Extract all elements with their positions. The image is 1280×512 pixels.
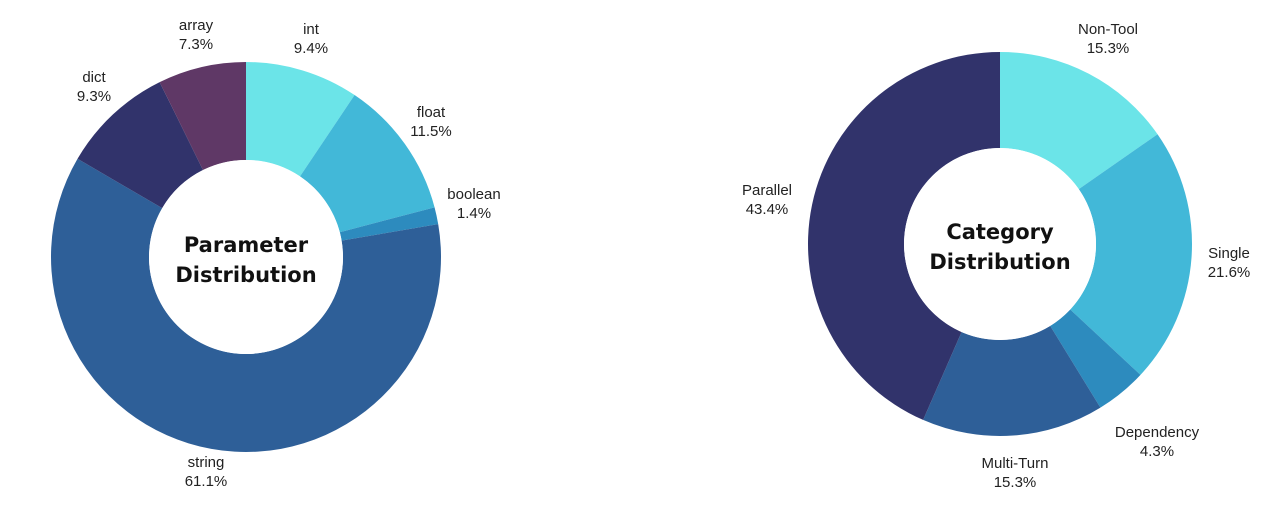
slice-value-boolean: 1.4% bbox=[457, 205, 491, 222]
parameter-distribution-donut: Parameter Distribution int 9.4% float 11.5% bo… bbox=[51, 17, 501, 490]
slice-boolean bbox=[339, 207, 439, 241]
slice-single bbox=[1070, 134, 1192, 375]
slice-value-multi-turn: 15.3% bbox=[994, 474, 1037, 491]
slice-label-single: Single bbox=[1208, 245, 1250, 262]
slice-string bbox=[51, 158, 442, 453]
category-distribution-donut: Category Distribution Non-Tool 15.3% Single 2… bbox=[742, 21, 1250, 491]
center-title-line-1: Parameter bbox=[184, 233, 309, 257]
slice-label-int: int bbox=[303, 21, 320, 38]
slice-label-string: string bbox=[188, 454, 225, 471]
slice-array bbox=[159, 62, 246, 171]
slice-value-parallel: 43.4% bbox=[746, 201, 789, 218]
center-title-line-2: Distribution bbox=[929, 250, 1070, 274]
center-title-line-1: Category bbox=[946, 220, 1054, 244]
slice-dependency bbox=[1050, 309, 1141, 408]
slice-non-tool bbox=[1000, 52, 1158, 190]
slice-value-single: 21.6% bbox=[1208, 264, 1251, 281]
slice-label-dict: dict bbox=[82, 69, 106, 86]
slice-value-dependency: 4.3% bbox=[1140, 443, 1174, 460]
slice-label-multi-turn: Multi-Turn bbox=[982, 455, 1049, 472]
slice-value-array: 7.3% bbox=[179, 36, 213, 53]
slice-dict bbox=[77, 82, 204, 209]
slice-label-boolean: boolean bbox=[447, 186, 500, 203]
donut-hole bbox=[904, 148, 1096, 340]
slice-int bbox=[246, 62, 355, 177]
center-title-line-2: Distribution bbox=[175, 263, 316, 287]
slice-value-string: 61.1% bbox=[185, 473, 228, 490]
slice-label-non-tool: Non-Tool bbox=[1078, 21, 1138, 38]
slice-value-non-tool: 15.3% bbox=[1087, 40, 1130, 57]
slice-float bbox=[300, 95, 435, 233]
slice-multi-turn bbox=[923, 325, 1101, 436]
slice-value-int: 9.4% bbox=[294, 40, 328, 57]
slice-label-float: float bbox=[417, 104, 446, 121]
slice-label-dependency: Dependency bbox=[1115, 424, 1200, 441]
slice-value-dict: 9.3% bbox=[77, 88, 111, 105]
donut-hole bbox=[149, 160, 343, 354]
slice-label-parallel: Parallel bbox=[742, 182, 792, 199]
slice-parallel bbox=[808, 52, 1000, 420]
slice-value-float: 11.5% bbox=[410, 123, 451, 140]
slice-label-array: array bbox=[179, 17, 214, 34]
